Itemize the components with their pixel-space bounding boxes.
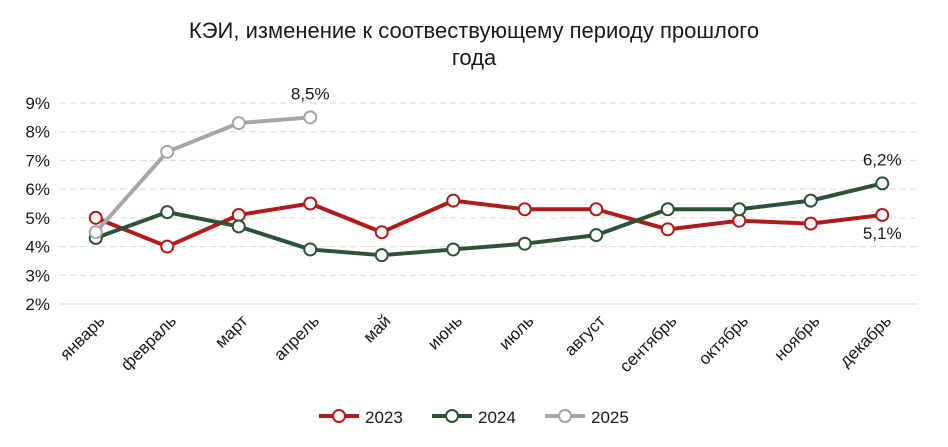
data-point-2024 xyxy=(589,228,604,243)
series-line-2025 xyxy=(93,115,313,235)
data-labels: 8,5% 6,2% 5,1% xyxy=(291,84,902,243)
data-point-2025 xyxy=(231,116,246,131)
legend-swatch-marker xyxy=(332,409,346,423)
data-point-2024 xyxy=(660,202,675,217)
series-line-2023 xyxy=(93,198,885,249)
y-tick-label: 8% xyxy=(25,123,50,142)
data-point-2024 xyxy=(446,242,461,257)
data-point-2023 xyxy=(160,239,175,254)
legend-item-2024: 2024 xyxy=(432,408,516,427)
data-label: 6,2% xyxy=(863,150,902,169)
data-point-2025 xyxy=(160,144,175,159)
x-tick-label: май xyxy=(359,311,394,346)
x-tick-label: август xyxy=(561,311,609,359)
data-point-2024 xyxy=(303,242,318,257)
x-tick-label: декабрь xyxy=(836,311,895,370)
y-tick-label: 6% xyxy=(25,180,50,199)
y-tick-label: 7% xyxy=(25,151,50,170)
x-tick-label: июль xyxy=(495,311,537,353)
data-point-2024 xyxy=(803,193,818,208)
series-lines xyxy=(88,110,890,263)
data-point-2025 xyxy=(303,110,318,125)
data-label: 8,5% xyxy=(291,84,330,103)
data-point-2024 xyxy=(160,205,175,220)
data-point-2024 xyxy=(374,248,389,263)
legend-item-2023: 2023 xyxy=(319,408,403,427)
x-tick-label: февраль xyxy=(117,311,180,374)
data-point-2023 xyxy=(374,225,389,240)
data-point-2024 xyxy=(231,219,246,234)
y-tick-label: 3% xyxy=(25,266,50,285)
legend-label: 2025 xyxy=(591,408,629,427)
x-axis-ticks: январь февраль март апрель май июнь июль август… xyxy=(56,311,895,376)
legend-label: 2023 xyxy=(365,408,403,427)
data-point-2023 xyxy=(660,222,675,237)
legend-item-2025: 2025 xyxy=(545,408,629,427)
data-point-2024 xyxy=(732,202,747,217)
chart-title: КЭИ, изменение к соотвествующему периоду… xyxy=(189,18,759,70)
data-point-2023 xyxy=(88,210,103,225)
data-point-2023 xyxy=(446,193,461,208)
data-point-2023 xyxy=(589,202,604,217)
y-tick-label: 9% xyxy=(25,94,50,113)
chart-title-line: КЭИ, изменение к соотвествующему периоду… xyxy=(189,18,759,43)
data-point-2023 xyxy=(875,207,890,222)
chart-title-line: года xyxy=(452,45,497,70)
x-tick-label: март xyxy=(211,311,251,351)
data-label: 5,1% xyxy=(863,224,902,243)
y-tick-label: 5% xyxy=(25,209,50,228)
data-point-2023 xyxy=(732,213,747,228)
data-point-2023 xyxy=(803,216,818,231)
data-point-2023 xyxy=(517,202,532,217)
y-tick-label: 4% xyxy=(25,238,50,257)
x-tick-label: январь xyxy=(56,311,109,364)
data-point-2025 xyxy=(88,225,103,240)
x-tick-label: сентябрь xyxy=(616,311,681,376)
x-tick-label: апрель xyxy=(270,311,323,364)
x-tick-label: ноябрь xyxy=(770,311,823,364)
data-point-2023 xyxy=(231,207,246,222)
y-tick-label: 2% xyxy=(25,295,50,314)
data-point-2023 xyxy=(303,196,318,211)
data-point-2024 xyxy=(875,176,890,191)
legend: 2023 2024 2025 xyxy=(319,408,629,427)
legend-swatch-marker xyxy=(445,409,459,423)
x-tick-label: октябрь xyxy=(695,311,752,368)
data-point-2024 xyxy=(517,236,532,251)
legend-label: 2024 xyxy=(478,408,516,427)
x-tick-label: июнь xyxy=(424,311,466,353)
y-axis-ticks: 2% 3% 4% 5% 6% 7% 8% 9% xyxy=(25,94,50,314)
series-line-2024 xyxy=(93,181,885,258)
legend-swatch-marker xyxy=(558,409,572,423)
